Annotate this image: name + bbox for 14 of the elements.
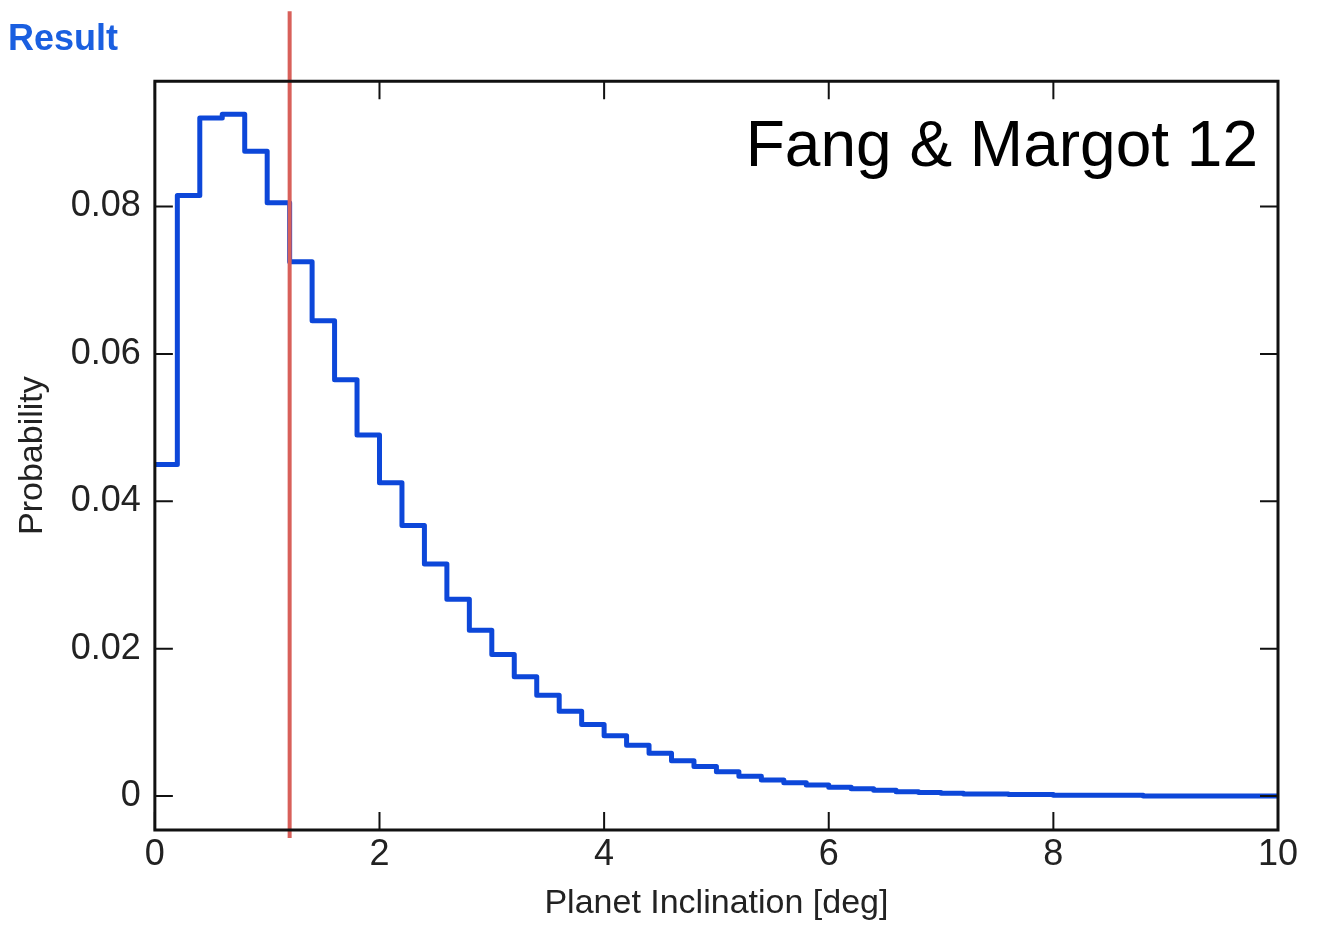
- x-axis-title: Planet Inclination [deg]: [544, 881, 889, 920]
- x-tick-label: 8: [1043, 831, 1064, 873]
- x-tick-label: 4: [594, 831, 615, 873]
- y-tick-label: 0.06: [70, 330, 141, 372]
- y-axis-title: Probability: [10, 376, 49, 535]
- x-tick-label: 2: [369, 831, 390, 873]
- x-tick-label: 6: [818, 831, 839, 873]
- y-tick-label: 0.08: [70, 183, 141, 225]
- chart-title: Result: [8, 16, 119, 58]
- y-tick-label: 0: [120, 773, 141, 815]
- annotation: Fang & Margot 12: [745, 107, 1258, 180]
- y-tick-label: 0.02: [70, 625, 141, 667]
- x-tick-label: 10: [1257, 831, 1299, 873]
- y-tick-label: 0.04: [70, 478, 141, 520]
